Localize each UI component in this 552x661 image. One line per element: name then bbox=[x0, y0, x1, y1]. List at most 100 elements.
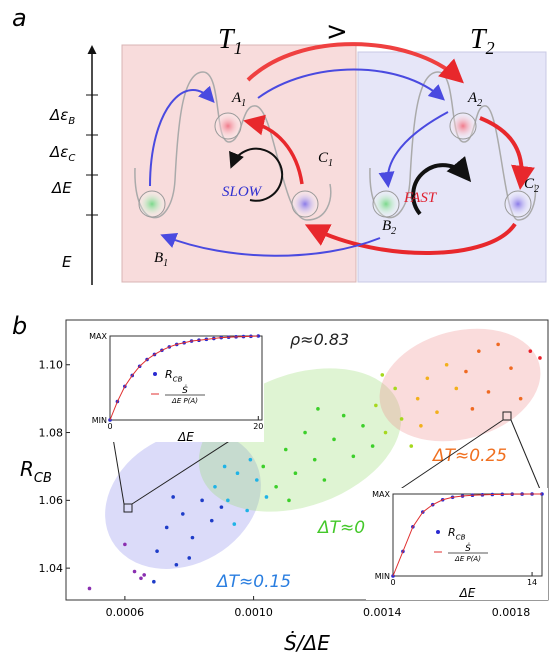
slow-label: SLOW bbox=[222, 184, 263, 200]
curve bbox=[392, 493, 542, 577]
energy-label: E bbox=[62, 253, 72, 271]
base: Δε bbox=[49, 106, 68, 124]
state-label: A2 bbox=[467, 90, 482, 109]
point bbox=[155, 549, 159, 553]
legend-marker bbox=[436, 530, 440, 534]
point bbox=[454, 386, 459, 391]
temperature-label: T2 bbox=[470, 24, 495, 58]
point bbox=[152, 579, 156, 584]
point bbox=[380, 373, 385, 377]
sub: 2 bbox=[391, 226, 396, 237]
point bbox=[283, 447, 288, 452]
point bbox=[435, 410, 439, 415]
point bbox=[496, 342, 500, 347]
point bbox=[383, 430, 388, 435]
point bbox=[164, 525, 169, 530]
base: T bbox=[470, 24, 488, 55]
base: T bbox=[218, 24, 236, 55]
y-tick-label: MIN bbox=[375, 572, 390, 581]
annotation: ΔT≈0.2 bbox=[316, 518, 381, 538]
energy-label: ΔεC bbox=[49, 143, 75, 164]
fast-label: FAST bbox=[403, 190, 438, 206]
point bbox=[213, 484, 217, 489]
base: R bbox=[448, 526, 456, 539]
x-axis-label: Ṡ/ΔE bbox=[284, 631, 330, 655]
y-tick-label: MIN bbox=[92, 416, 107, 425]
x-axis-label: ΔE bbox=[459, 586, 476, 600]
annotation: ΔT≈0.25 bbox=[431, 446, 507, 466]
base: Δε bbox=[49, 143, 68, 161]
base: C bbox=[524, 176, 535, 192]
point bbox=[180, 512, 185, 516]
arrows bbox=[149, 42, 535, 257]
label: RCB bbox=[165, 368, 183, 383]
inset-background bbox=[366, 488, 548, 600]
point bbox=[399, 417, 404, 421]
sub: CB bbox=[173, 374, 183, 383]
point bbox=[261, 464, 266, 469]
state-label: A1 bbox=[231, 90, 246, 109]
panel-label: a bbox=[12, 4, 27, 32]
plot-frame bbox=[392, 493, 543, 577]
energy-label: ΔE bbox=[51, 179, 72, 197]
plot-frame bbox=[109, 335, 263, 421]
state-label: C2 bbox=[524, 176, 539, 195]
x-tick-label: 0.0006 bbox=[106, 606, 145, 619]
label: RCB bbox=[20, 457, 52, 486]
legend-denominator: ΔE P(A) bbox=[171, 397, 198, 405]
clusters bbox=[105, 328, 541, 569]
sub: C bbox=[68, 153, 75, 164]
point bbox=[518, 396, 523, 401]
point bbox=[409, 444, 414, 448]
point bbox=[190, 535, 195, 540]
point bbox=[303, 430, 307, 435]
temperature-label: T1 bbox=[218, 24, 243, 58]
point bbox=[332, 437, 336, 442]
point bbox=[255, 478, 259, 482]
point bbox=[171, 495, 175, 499]
point bbox=[322, 478, 327, 482]
y-tick-label: 1.10 bbox=[39, 359, 64, 372]
state-label: B1 bbox=[154, 250, 168, 269]
sub: 2 bbox=[486, 38, 495, 58]
point bbox=[470, 407, 475, 411]
point bbox=[316, 407, 320, 411]
label: RCB bbox=[448, 526, 466, 541]
point bbox=[374, 403, 378, 408]
legend-numerator: Ṡ bbox=[465, 543, 471, 554]
point bbox=[351, 454, 356, 459]
point bbox=[486, 390, 491, 394]
sub: 1 bbox=[241, 98, 246, 109]
y-tick-label: MAX bbox=[372, 490, 390, 499]
point bbox=[528, 349, 533, 353]
x-tick-label: 0.0018 bbox=[492, 606, 531, 619]
point bbox=[235, 471, 240, 476]
sub: 1 bbox=[163, 258, 168, 269]
point bbox=[256, 334, 261, 338]
point bbox=[464, 369, 468, 374]
point bbox=[341, 413, 346, 418]
inset-background bbox=[82, 332, 264, 442]
point bbox=[419, 423, 423, 428]
states bbox=[138, 112, 532, 218]
point bbox=[538, 356, 542, 360]
point bbox=[370, 444, 375, 448]
x-tick-label: 14 bbox=[527, 578, 537, 587]
energy-label: ΔεB bbox=[49, 106, 75, 127]
point bbox=[139, 576, 143, 581]
plot-frame bbox=[65, 319, 549, 601]
y-tick-label: 1.04 bbox=[39, 562, 64, 575]
point bbox=[509, 366, 513, 370]
point bbox=[209, 518, 214, 523]
point bbox=[248, 457, 253, 462]
curve bbox=[109, 335, 259, 421]
base: C bbox=[318, 150, 329, 166]
point bbox=[245, 508, 249, 513]
x-tick-label: 20 bbox=[253, 422, 263, 431]
sub: B bbox=[68, 116, 75, 127]
point bbox=[425, 376, 430, 381]
panel-a: a T1 > T2 ΔεB ΔεC ΔE E A1 C1 B1 A2 C2 B2… bbox=[12, 4, 547, 285]
point bbox=[142, 573, 146, 577]
x-tick-label: 0.0014 bbox=[363, 606, 402, 619]
